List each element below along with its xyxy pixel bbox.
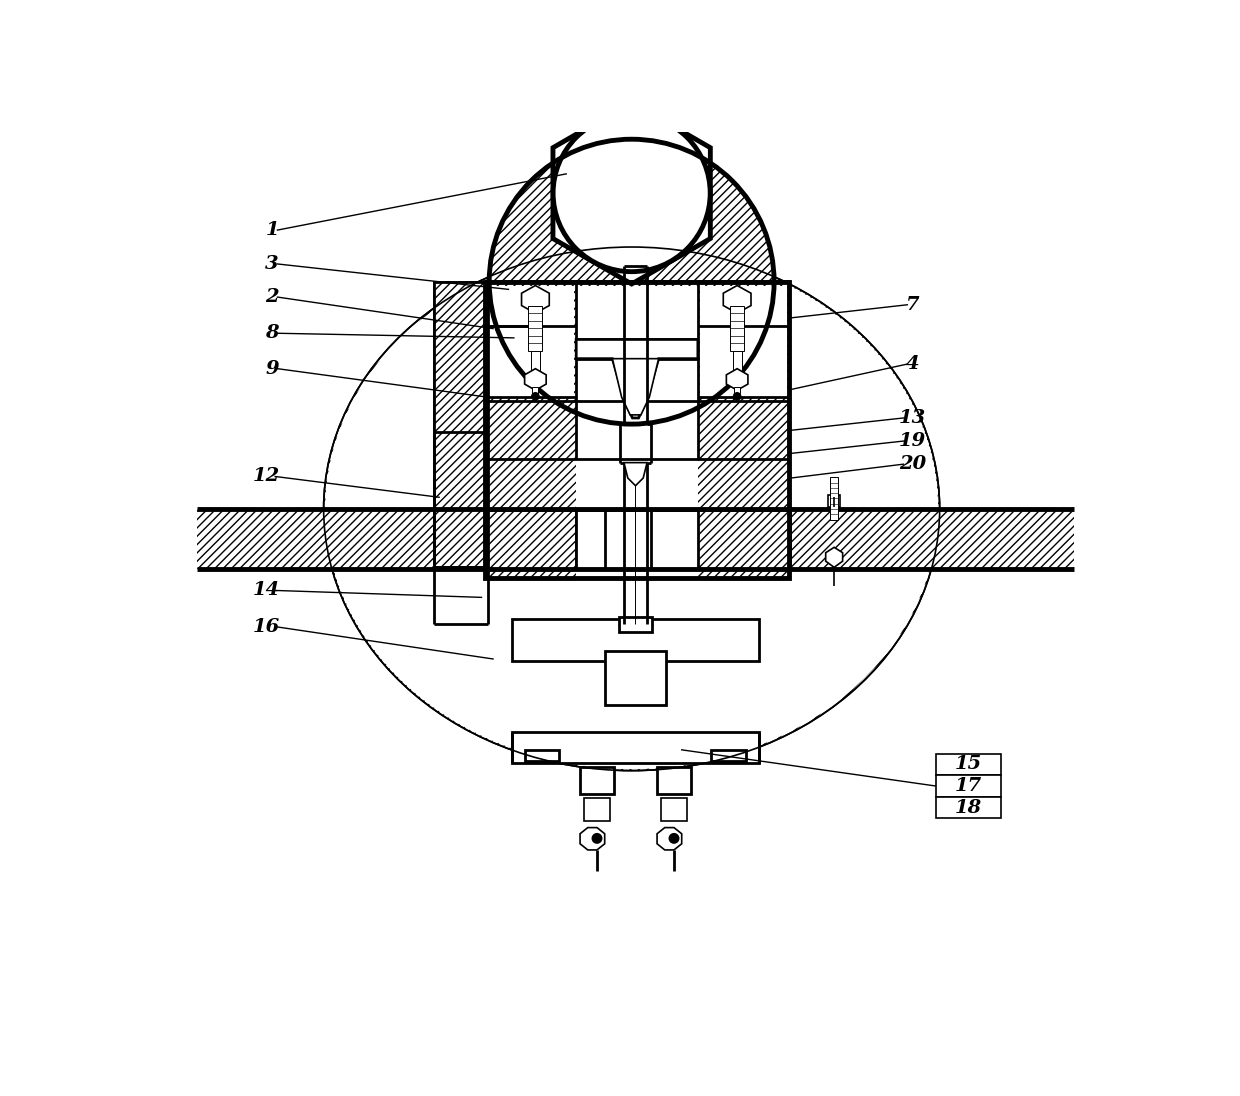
Polygon shape bbox=[624, 463, 647, 486]
Bar bbox=[485, 511, 605, 569]
Bar bbox=[485, 282, 790, 578]
Bar bbox=[434, 282, 487, 567]
Bar bbox=[828, 495, 841, 507]
Bar bbox=[577, 286, 698, 404]
Ellipse shape bbox=[325, 249, 939, 769]
Text: 7: 7 bbox=[906, 296, 920, 313]
Bar bbox=[512, 732, 759, 763]
Bar bbox=[532, 387, 538, 393]
Text: 9: 9 bbox=[265, 359, 279, 378]
Text: 20: 20 bbox=[899, 455, 926, 473]
Polygon shape bbox=[577, 340, 698, 418]
Bar bbox=[525, 750, 559, 762]
Bar bbox=[531, 351, 541, 374]
Bar bbox=[580, 767, 614, 794]
Polygon shape bbox=[522, 286, 549, 313]
Bar bbox=[734, 387, 740, 393]
Text: 18: 18 bbox=[955, 799, 982, 817]
Polygon shape bbox=[580, 827, 605, 849]
Bar bbox=[434, 282, 487, 567]
Text: 4: 4 bbox=[906, 355, 920, 373]
Polygon shape bbox=[613, 358, 658, 415]
Bar bbox=[831, 477, 838, 520]
Bar bbox=[512, 619, 759, 661]
Bar bbox=[577, 511, 698, 569]
Text: 3: 3 bbox=[265, 255, 279, 273]
Text: 16: 16 bbox=[252, 618, 279, 636]
Bar bbox=[733, 351, 742, 374]
Polygon shape bbox=[723, 286, 751, 313]
Bar bbox=[197, 509, 1074, 569]
Circle shape bbox=[553, 115, 711, 272]
Polygon shape bbox=[657, 827, 682, 849]
Bar bbox=[651, 511, 790, 569]
Bar bbox=[651, 511, 790, 569]
Text: 13: 13 bbox=[899, 409, 926, 427]
Bar bbox=[197, 509, 1074, 569]
Bar bbox=[487, 286, 574, 397]
Bar bbox=[730, 306, 744, 351]
Circle shape bbox=[532, 392, 539, 400]
Bar bbox=[577, 404, 698, 576]
Bar bbox=[584, 798, 610, 821]
Bar bbox=[605, 651, 666, 705]
Bar bbox=[657, 767, 691, 794]
Text: 12: 12 bbox=[252, 468, 279, 486]
Bar bbox=[577, 511, 698, 569]
Polygon shape bbox=[553, 102, 711, 284]
Polygon shape bbox=[525, 368, 546, 390]
Circle shape bbox=[733, 392, 742, 400]
Text: 15: 15 bbox=[955, 755, 982, 774]
Bar bbox=[701, 286, 787, 397]
Circle shape bbox=[670, 834, 678, 843]
Bar bbox=[485, 282, 790, 578]
Polygon shape bbox=[826, 547, 843, 568]
Bar bbox=[936, 775, 1001, 797]
Text: 19: 19 bbox=[899, 432, 926, 450]
Bar bbox=[661, 798, 687, 821]
Bar bbox=[936, 754, 1001, 775]
Text: 17: 17 bbox=[955, 777, 982, 795]
Bar bbox=[619, 617, 652, 632]
Circle shape bbox=[593, 834, 601, 843]
Bar bbox=[485, 511, 605, 569]
Bar bbox=[528, 306, 542, 351]
Bar bbox=[711, 750, 745, 762]
Polygon shape bbox=[727, 368, 748, 390]
Polygon shape bbox=[485, 139, 790, 282]
Text: 2: 2 bbox=[265, 288, 279, 306]
Text: 14: 14 bbox=[252, 582, 279, 600]
Text: 1: 1 bbox=[265, 221, 279, 239]
Text: 8: 8 bbox=[265, 324, 279, 342]
Bar bbox=[936, 797, 1001, 819]
